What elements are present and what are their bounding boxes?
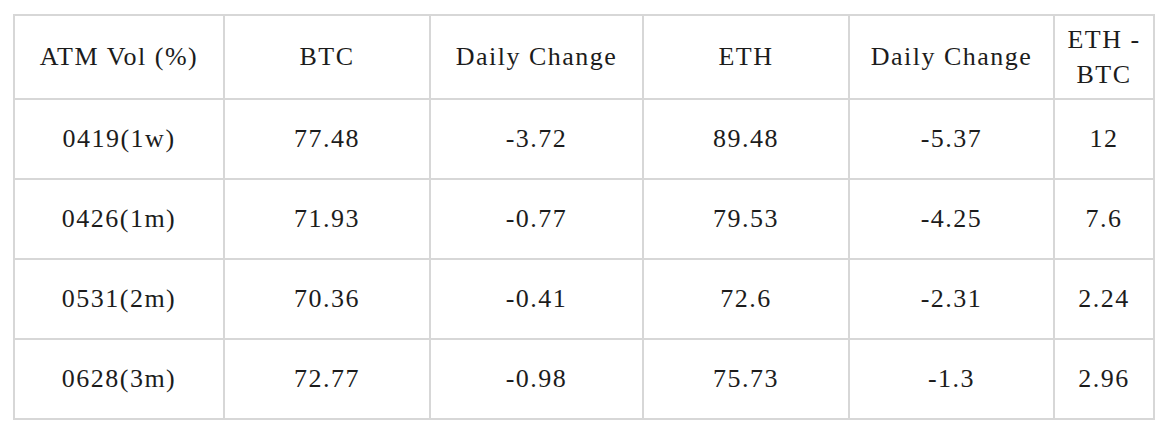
table-row: 0419(1w) 77.48 -3.72 89.48 -5.37 12: [14, 99, 1154, 179]
cell-eth-daily-change: -4.25: [849, 179, 1054, 259]
cell-tenor: 0531(2m): [14, 259, 224, 339]
page: ATM Vol (%) BTC Daily Change ETH Daily C…: [0, 0, 1167, 431]
cell-eth-minus-btc: 12: [1054, 99, 1154, 179]
column-header-btc-daily-change: Daily Change: [430, 15, 643, 99]
column-header-atm-vol: ATM Vol (%): [14, 15, 224, 99]
table-row: 0531(2m) 70.36 -0.41 72.6 -2.31 2.24: [14, 259, 1154, 339]
cell-eth-daily-change: -5.37: [849, 99, 1054, 179]
column-header-eth: ETH: [643, 15, 849, 99]
cell-btc-daily-change: -0.98: [430, 339, 643, 419]
cell-tenor: 0628(3m): [14, 339, 224, 419]
table-row: 0426(1m) 71.93 -0.77 79.53 -4.25 7.6: [14, 179, 1154, 259]
column-header-btc: BTC: [224, 15, 430, 99]
cell-eth-vol: 89.48: [643, 99, 849, 179]
cell-eth-vol: 79.53: [643, 179, 849, 259]
cell-btc-vol: 72.77: [224, 339, 430, 419]
cell-btc-daily-change: -3.72: [430, 99, 643, 179]
cell-eth-vol: 75.73: [643, 339, 849, 419]
cell-eth-minus-btc: 7.6: [1054, 179, 1154, 259]
cell-eth-minus-btc: 2.24: [1054, 259, 1154, 339]
cell-btc-daily-change: -0.77: [430, 179, 643, 259]
table-row: 0628(3m) 72.77 -0.98 75.73 -1.3 2.96: [14, 339, 1154, 419]
cell-btc-vol: 70.36: [224, 259, 430, 339]
cell-tenor: 0419(1w): [14, 99, 224, 179]
cell-btc-daily-change: -0.41: [430, 259, 643, 339]
cell-eth-minus-btc: 2.96: [1054, 339, 1154, 419]
column-header-eth-daily-change: Daily Change: [849, 15, 1054, 99]
cell-eth-vol: 72.6: [643, 259, 849, 339]
cell-btc-vol: 77.48: [224, 99, 430, 179]
cell-btc-vol: 71.93: [224, 179, 430, 259]
cell-tenor: 0426(1m): [14, 179, 224, 259]
cell-eth-daily-change: -2.31: [849, 259, 1054, 339]
column-header-eth-minus-btc: ETH - BTC: [1054, 15, 1154, 99]
cell-eth-daily-change: -1.3: [849, 339, 1054, 419]
header-row: ATM Vol (%) BTC Daily Change ETH Daily C…: [14, 15, 1154, 99]
atm-vol-table: ATM Vol (%) BTC Daily Change ETH Daily C…: [13, 14, 1155, 420]
